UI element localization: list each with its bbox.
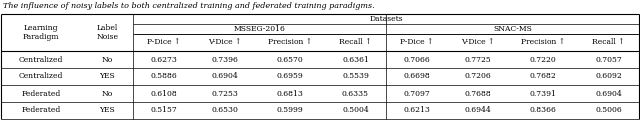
Text: 0.6273: 0.6273 — [150, 55, 177, 63]
Text: 0.5004: 0.5004 — [342, 107, 369, 114]
Text: Datasets: Datasets — [369, 15, 403, 23]
Text: 0.7391: 0.7391 — [530, 90, 557, 97]
Text: Learning
Paradigm: Learning Paradigm — [23, 24, 60, 41]
Text: 0.5999: 0.5999 — [276, 107, 303, 114]
Text: 0.6570: 0.6570 — [276, 55, 303, 63]
Text: 0.7725: 0.7725 — [465, 55, 491, 63]
Text: 0.6335: 0.6335 — [342, 90, 369, 97]
Text: YES: YES — [99, 107, 115, 114]
Text: 0.6944: 0.6944 — [465, 107, 491, 114]
Text: 0.7057: 0.7057 — [595, 55, 622, 63]
Text: 0.5539: 0.5539 — [342, 72, 369, 81]
Text: 0.6698: 0.6698 — [403, 72, 430, 81]
Text: 0.7206: 0.7206 — [465, 72, 491, 81]
Text: Precision ↑: Precision ↑ — [268, 39, 312, 46]
Text: 0.7682: 0.7682 — [530, 72, 557, 81]
Text: 0.6361: 0.6361 — [342, 55, 369, 63]
Text: No: No — [102, 90, 113, 97]
Text: 0.7066: 0.7066 — [403, 55, 430, 63]
Text: Centralized: Centralized — [19, 72, 63, 81]
Text: YES: YES — [99, 72, 115, 81]
Text: Precision ↑: Precision ↑ — [521, 39, 565, 46]
Text: Federated: Federated — [22, 107, 61, 114]
Text: V-Dice ↑: V-Dice ↑ — [461, 39, 495, 46]
Text: 0.8366: 0.8366 — [530, 107, 557, 114]
Text: 0.7220: 0.7220 — [530, 55, 557, 63]
Text: 0.5157: 0.5157 — [150, 107, 177, 114]
Text: Label
Noise: Label Noise — [97, 24, 118, 41]
Text: 0.7253: 0.7253 — [211, 90, 238, 97]
Text: 0.5006: 0.5006 — [595, 107, 622, 114]
Text: 0.7097: 0.7097 — [403, 90, 430, 97]
Text: The influence of noisy labels to both centralized training and federated trainin: The influence of noisy labels to both ce… — [3, 2, 374, 10]
Text: 0.5886: 0.5886 — [150, 72, 177, 81]
Text: 0.6108: 0.6108 — [150, 90, 177, 97]
Text: V-Dice ↑: V-Dice ↑ — [208, 39, 241, 46]
Text: P-Dice ↑: P-Dice ↑ — [400, 39, 433, 46]
Text: 0.6904: 0.6904 — [595, 90, 622, 97]
Text: P-Dice ↑: P-Dice ↑ — [147, 39, 180, 46]
Text: 0.6959: 0.6959 — [276, 72, 303, 81]
Text: 0.6904: 0.6904 — [211, 72, 238, 81]
Text: Centralized: Centralized — [19, 55, 63, 63]
Text: 0.7688: 0.7688 — [465, 90, 491, 97]
Text: 0.6213: 0.6213 — [403, 107, 430, 114]
Text: Recall ↑: Recall ↑ — [592, 39, 625, 46]
Text: SNAC-MS: SNAC-MS — [493, 25, 532, 33]
Text: MSSEG-2016: MSSEG-2016 — [234, 25, 285, 33]
Text: No: No — [102, 55, 113, 63]
Text: Recall ↑: Recall ↑ — [339, 39, 372, 46]
Text: 0.6530: 0.6530 — [211, 107, 238, 114]
Text: Federated: Federated — [22, 90, 61, 97]
Text: 0.7396: 0.7396 — [211, 55, 238, 63]
Text: 0.6092: 0.6092 — [595, 72, 622, 81]
Text: 0.6813: 0.6813 — [276, 90, 303, 97]
